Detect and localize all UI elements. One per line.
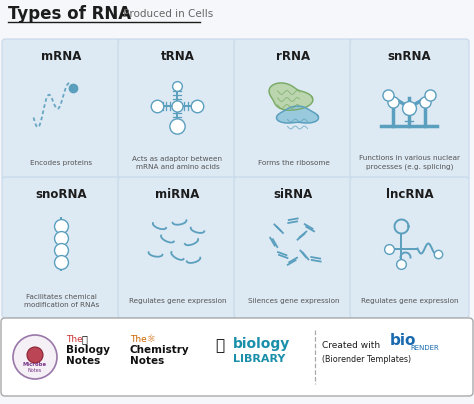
Text: mRNA: mRNA xyxy=(41,50,82,63)
Text: Types of RNA: Types of RNA xyxy=(8,5,131,23)
Text: RENDER: RENDER xyxy=(410,345,439,351)
FancyBboxPatch shape xyxy=(2,177,121,318)
Text: lncRNA: lncRNA xyxy=(386,187,433,200)
Text: The: The xyxy=(130,335,147,344)
Text: LIBRARY: LIBRARY xyxy=(233,354,285,364)
Text: tRNA: tRNA xyxy=(161,50,194,63)
Circle shape xyxy=(27,347,43,363)
Text: Notes: Notes xyxy=(130,356,164,366)
Text: miRNA: miRNA xyxy=(155,187,200,200)
Text: rRNA: rRNA xyxy=(276,50,310,63)
FancyBboxPatch shape xyxy=(2,39,121,180)
Text: ⚛: ⚛ xyxy=(147,334,156,344)
FancyBboxPatch shape xyxy=(350,39,469,180)
Text: biology: biology xyxy=(233,337,290,351)
Text: Notes: Notes xyxy=(66,356,100,366)
Text: Notes: Notes xyxy=(28,368,42,374)
Text: Acts as adaptor between
mRNA and amino acids: Acts as adaptor between mRNA and amino a… xyxy=(133,156,222,170)
Text: Microbe: Microbe xyxy=(23,362,47,368)
FancyBboxPatch shape xyxy=(234,177,353,318)
Text: bio: bio xyxy=(390,333,416,348)
FancyBboxPatch shape xyxy=(350,177,469,318)
Text: Encodes proteins: Encodes proteins xyxy=(30,160,92,166)
Text: Silences gene expression: Silences gene expression xyxy=(248,298,339,304)
Circle shape xyxy=(13,335,57,379)
FancyBboxPatch shape xyxy=(118,39,237,180)
Text: Functions in various nuclear
processes (e.g. splicing): Functions in various nuclear processes (… xyxy=(359,156,460,170)
Text: siRNA: siRNA xyxy=(274,187,313,200)
FancyBboxPatch shape xyxy=(234,39,353,180)
Text: Created with: Created with xyxy=(322,341,380,350)
Text: 🧬: 🧬 xyxy=(82,334,88,344)
Polygon shape xyxy=(269,83,313,110)
Text: Forms the ribosome: Forms the ribosome xyxy=(257,160,329,166)
Text: The: The xyxy=(66,335,83,344)
Text: (Biorender Templates): (Biorender Templates) xyxy=(322,355,411,364)
Text: Regulates gene expression: Regulates gene expression xyxy=(129,298,226,304)
Text: Produced in Cells: Produced in Cells xyxy=(120,9,213,19)
FancyBboxPatch shape xyxy=(118,177,237,318)
FancyBboxPatch shape xyxy=(1,318,473,396)
Text: Regulates gene expression: Regulates gene expression xyxy=(361,298,458,304)
Text: Facilitates chemical
modification of RNAs: Facilitates chemical modification of RNA… xyxy=(24,294,99,308)
Text: snRNA: snRNA xyxy=(388,50,431,63)
Text: snoRNA: snoRNA xyxy=(36,187,87,200)
Polygon shape xyxy=(276,106,319,123)
Text: Chemistry: Chemistry xyxy=(130,345,190,355)
Text: Biology: Biology xyxy=(66,345,110,355)
Text: 🌐: 🌐 xyxy=(215,338,224,353)
